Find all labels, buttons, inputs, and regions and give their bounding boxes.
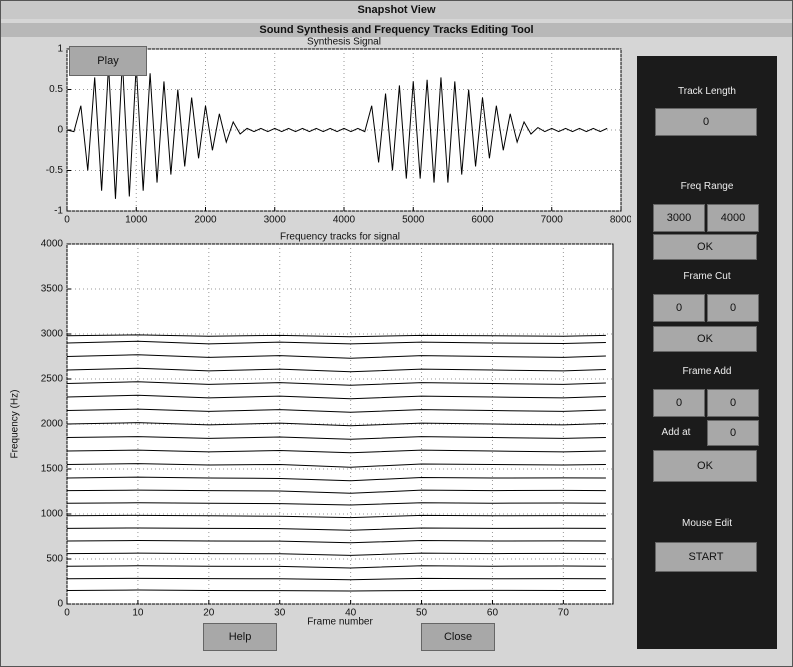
x-tick-label: 30 bbox=[274, 608, 286, 619]
input[interactable]: 0 bbox=[655, 108, 757, 136]
y-tick-label: 500 bbox=[46, 554, 63, 565]
data-line bbox=[66, 514, 606, 519]
control-panel: Track Length 0 Freq Range 3000 4000 OK F… bbox=[637, 56, 777, 649]
data-line bbox=[66, 463, 606, 468]
y-tick-label: 0.5 bbox=[49, 84, 63, 95]
ok-button[interactable]: OK bbox=[653, 450, 757, 482]
data-line bbox=[66, 394, 606, 400]
x-tick-label: 4000 bbox=[333, 215, 356, 226]
y-tick-label: 3500 bbox=[41, 284, 64, 295]
x-tick-label: 3000 bbox=[264, 215, 287, 226]
chart-title: Synthesis Signal bbox=[307, 37, 381, 48]
data-line bbox=[66, 436, 606, 440]
label: Frame Add bbox=[682, 366, 732, 377]
chart-title: Frequency tracks for signal bbox=[280, 232, 400, 243]
y-tick-label: 2000 bbox=[41, 419, 64, 430]
x-tick-label: 5000 bbox=[402, 215, 425, 226]
data-line bbox=[66, 381, 606, 386]
x-tick-label: 6000 bbox=[471, 215, 494, 226]
label: Freq Range bbox=[680, 181, 734, 192]
y-tick-label: 3000 bbox=[41, 329, 64, 340]
x-tick-label: 50 bbox=[416, 608, 428, 619]
data-line bbox=[66, 476, 606, 482]
y-axis-label: Frequency (Hz) bbox=[10, 390, 21, 459]
data-line bbox=[66, 577, 606, 581]
x-tick-label: 40 bbox=[345, 608, 357, 619]
input[interactable]: 4000 bbox=[707, 204, 759, 232]
x-tick-label: 70 bbox=[558, 608, 570, 619]
window-subtitle: Sound Synthesis and Frequency Tracks Edi… bbox=[1, 23, 792, 37]
data-line bbox=[66, 527, 606, 531]
ok-button[interactable]: OK bbox=[653, 326, 757, 352]
x-tick-label: 20 bbox=[203, 608, 215, 619]
window-title: Snapshot View bbox=[1, 1, 792, 19]
data-line bbox=[66, 334, 606, 338]
input[interactable]: 0 bbox=[707, 420, 759, 446]
x-tick-label: 8000 bbox=[610, 215, 631, 226]
data-line bbox=[66, 565, 606, 569]
label: Add at bbox=[661, 427, 691, 438]
input[interactable]: 3000 bbox=[653, 204, 705, 232]
x-tick-label: 0 bbox=[64, 215, 70, 226]
data-line bbox=[66, 61, 608, 199]
x-tick-label: 0 bbox=[64, 608, 70, 619]
close-button[interactable]: Close bbox=[421, 623, 495, 651]
data-line bbox=[66, 449, 606, 454]
play-button[interactable]: Play bbox=[69, 46, 147, 76]
y-tick-label: -0.5 bbox=[46, 165, 64, 176]
plots: -1-0.500.510 1000 2000 3000 4000 5000 6000 7000… bbox=[10, 37, 631, 628]
input[interactable]: 0 bbox=[653, 389, 705, 417]
y-tick-label: 1000 bbox=[41, 509, 64, 520]
x-tick-label: 60 bbox=[487, 608, 499, 619]
y-tick-label: 2500 bbox=[41, 374, 64, 385]
y-tick-label: -1 bbox=[54, 206, 63, 217]
x-tick-label: 7000 bbox=[541, 215, 564, 226]
y-tick-label: 1500 bbox=[41, 464, 64, 475]
input[interactable]: 0 bbox=[707, 389, 759, 417]
x-tick-label: 10 bbox=[132, 608, 144, 619]
ok-button[interactable]: OK bbox=[653, 234, 757, 260]
x-tick-label: 2000 bbox=[194, 215, 217, 226]
data-line bbox=[66, 540, 606, 544]
data-line bbox=[66, 589, 606, 592]
y-tick-label: 0 bbox=[57, 125, 63, 136]
label: Frame Cut bbox=[683, 271, 731, 282]
data-line bbox=[66, 354, 606, 359]
label: Track Length bbox=[678, 86, 736, 97]
data-line bbox=[66, 489, 606, 494]
input[interactable]: 0 bbox=[653, 294, 705, 322]
label: Mouse Edit bbox=[681, 518, 733, 529]
x-axis-label: Frame number bbox=[307, 617, 373, 628]
data-line bbox=[66, 408, 606, 413]
data-line bbox=[66, 422, 606, 427]
input[interactable]: 0 bbox=[707, 294, 759, 322]
start-button[interactable]: START bbox=[655, 542, 757, 572]
x-tick-label: 1000 bbox=[125, 215, 148, 226]
y-tick-label: 1 bbox=[57, 44, 63, 55]
y-tick-label: 0 bbox=[57, 599, 63, 610]
data-line bbox=[66, 552, 606, 556]
data-line bbox=[66, 502, 606, 506]
help-button[interactable]: Help bbox=[203, 623, 277, 651]
y-tick-label: 4000 bbox=[41, 239, 64, 250]
data-line bbox=[66, 340, 606, 345]
data-line bbox=[66, 367, 606, 373]
